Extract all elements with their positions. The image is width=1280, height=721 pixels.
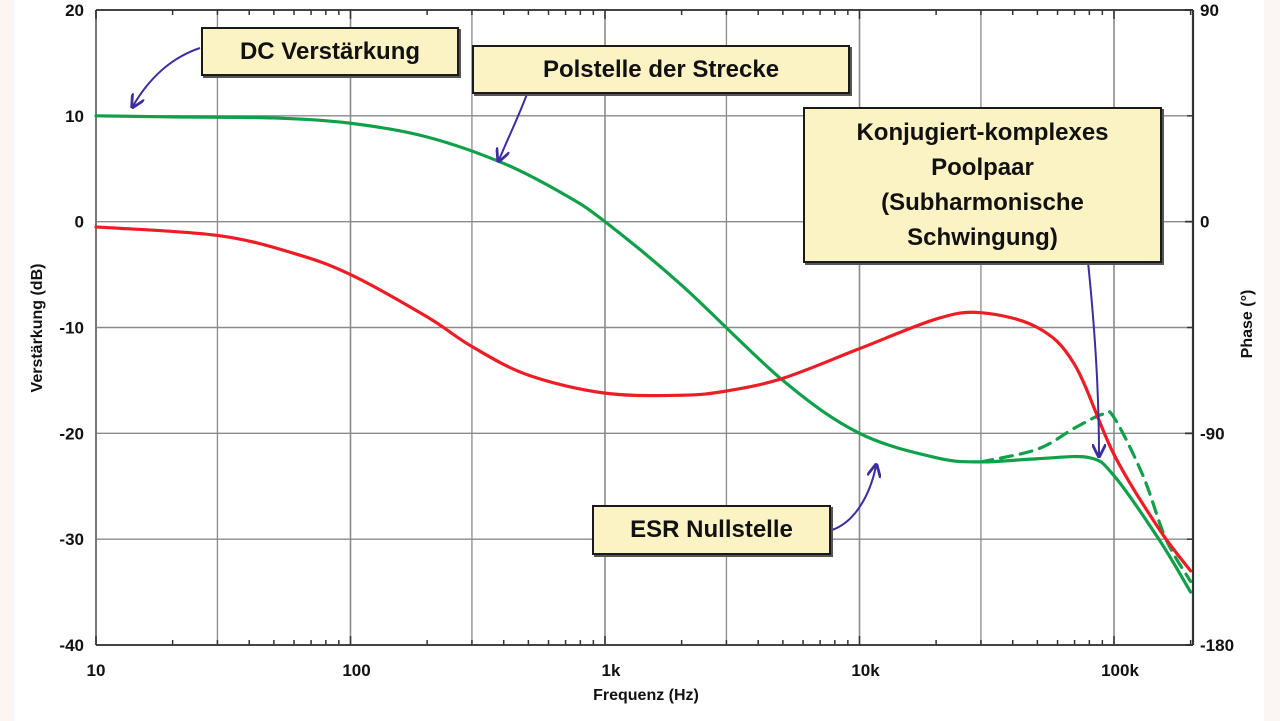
y-tick-label: 20 — [65, 1, 84, 20]
y-axis-label: Verstärkung (dB) — [29, 264, 46, 393]
y-tick-label: 0 — [75, 213, 84, 232]
x-tick-label: 10 — [87, 661, 106, 680]
axis-ticks — [95, 9, 1193, 646]
x-tick-label: 10k — [851, 661, 880, 680]
callout-conj-pole-line3: (Subharmonische — [881, 189, 1084, 216]
y2-tick-label: 90 — [1200, 1, 1219, 20]
y-tick-label: -30 — [59, 530, 84, 549]
y-tick-label: 10 — [65, 107, 84, 126]
callout-conj-pole-line2: Poolpaar — [931, 154, 1034, 181]
arrow-plant-pole-icon — [499, 93, 528, 160]
arrow-conj-pole-icon — [1087, 261, 1099, 455]
callout-conj-pole: Konjugiert-komplexes Poolpaar (Subharmon… — [803, 107, 1162, 263]
callout-plant-pole-text: Polstelle der Strecke — [542, 55, 780, 83]
annotation-arrows — [133, 47, 1099, 531]
callout-conj-pole-line1: Konjugiert-komplexes — [856, 119, 1109, 146]
y2-tick-label: -90 — [1200, 424, 1225, 443]
gain-resonance-curve-dashed — [979, 409, 1193, 584]
phase-curve — [94, 225, 1193, 573]
callout-esr-zero: ESR Nullstelle — [592, 505, 831, 555]
callout-plant-pole: Polstelle der Strecke — [472, 45, 850, 94]
y2-tick-label: 0 — [1200, 213, 1209, 232]
y-tick-label: -10 — [59, 319, 84, 338]
y2-tick-label: -180 — [1200, 636, 1234, 655]
data-series — [94, 114, 1193, 594]
axis-tick-labels: 10 100 1k 10k 100k20100-10-20-30-40900-90-18… — [59, 1, 1234, 680]
gain-curve — [94, 114, 1193, 594]
callout-conj-pole-line4: Schwingung) — [907, 224, 1058, 251]
callout-dc-gain-text: DC Verstärkung — [239, 37, 421, 65]
arrow-dc-gain-icon — [133, 47, 201, 106]
callout-dc-gain: DC Verstärkung — [201, 27, 459, 76]
y-tick-label: -20 — [59, 424, 84, 443]
y2-axis-label: Phase (°) — [1239, 290, 1256, 359]
y-tick-label: -40 — [59, 636, 84, 655]
x-tick-label: 100 — [342, 661, 370, 680]
x-axis-label: Frequenz (Hz) — [593, 687, 699, 704]
callout-esr-zero-text: ESR Nullstelle — [630, 516, 793, 543]
x-tick-label: 1k — [602, 661, 621, 680]
x-tick-label: 100k — [1101, 661, 1139, 680]
arrow-esr-zero-icon — [831, 466, 876, 531]
